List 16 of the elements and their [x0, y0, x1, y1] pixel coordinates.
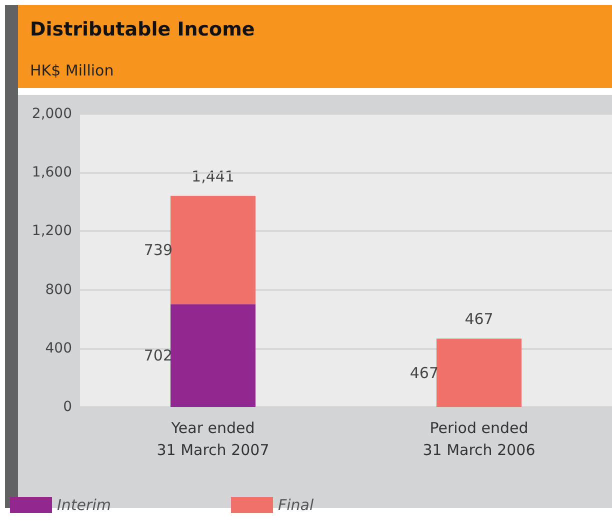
y-tick-label: 400 — [45, 340, 72, 356]
bar — [436, 338, 522, 407]
bar — [170, 196, 256, 304]
x-tick-label: Year ended 31 March 2007 — [156, 419, 270, 459]
y-tick-label: 1,600 — [32, 164, 72, 181]
y-tick-label: 2,000 — [32, 106, 72, 122]
y-tick-label: 1,200 — [32, 223, 72, 240]
x-tick-label: Period ended 31 March 2006 — [422, 419, 536, 459]
data-label: 467 — [464, 310, 494, 328]
bar — [170, 304, 256, 407]
chart-subtitle: HK$ Million — [30, 62, 114, 80]
y-tick-label: 0 — [63, 399, 72, 415]
y-tick-label: 800 — [45, 282, 72, 298]
legend-label: Interim — [57, 496, 111, 514]
chart-title: Distributable Income — [30, 18, 255, 40]
legend-label: Final — [278, 496, 314, 514]
